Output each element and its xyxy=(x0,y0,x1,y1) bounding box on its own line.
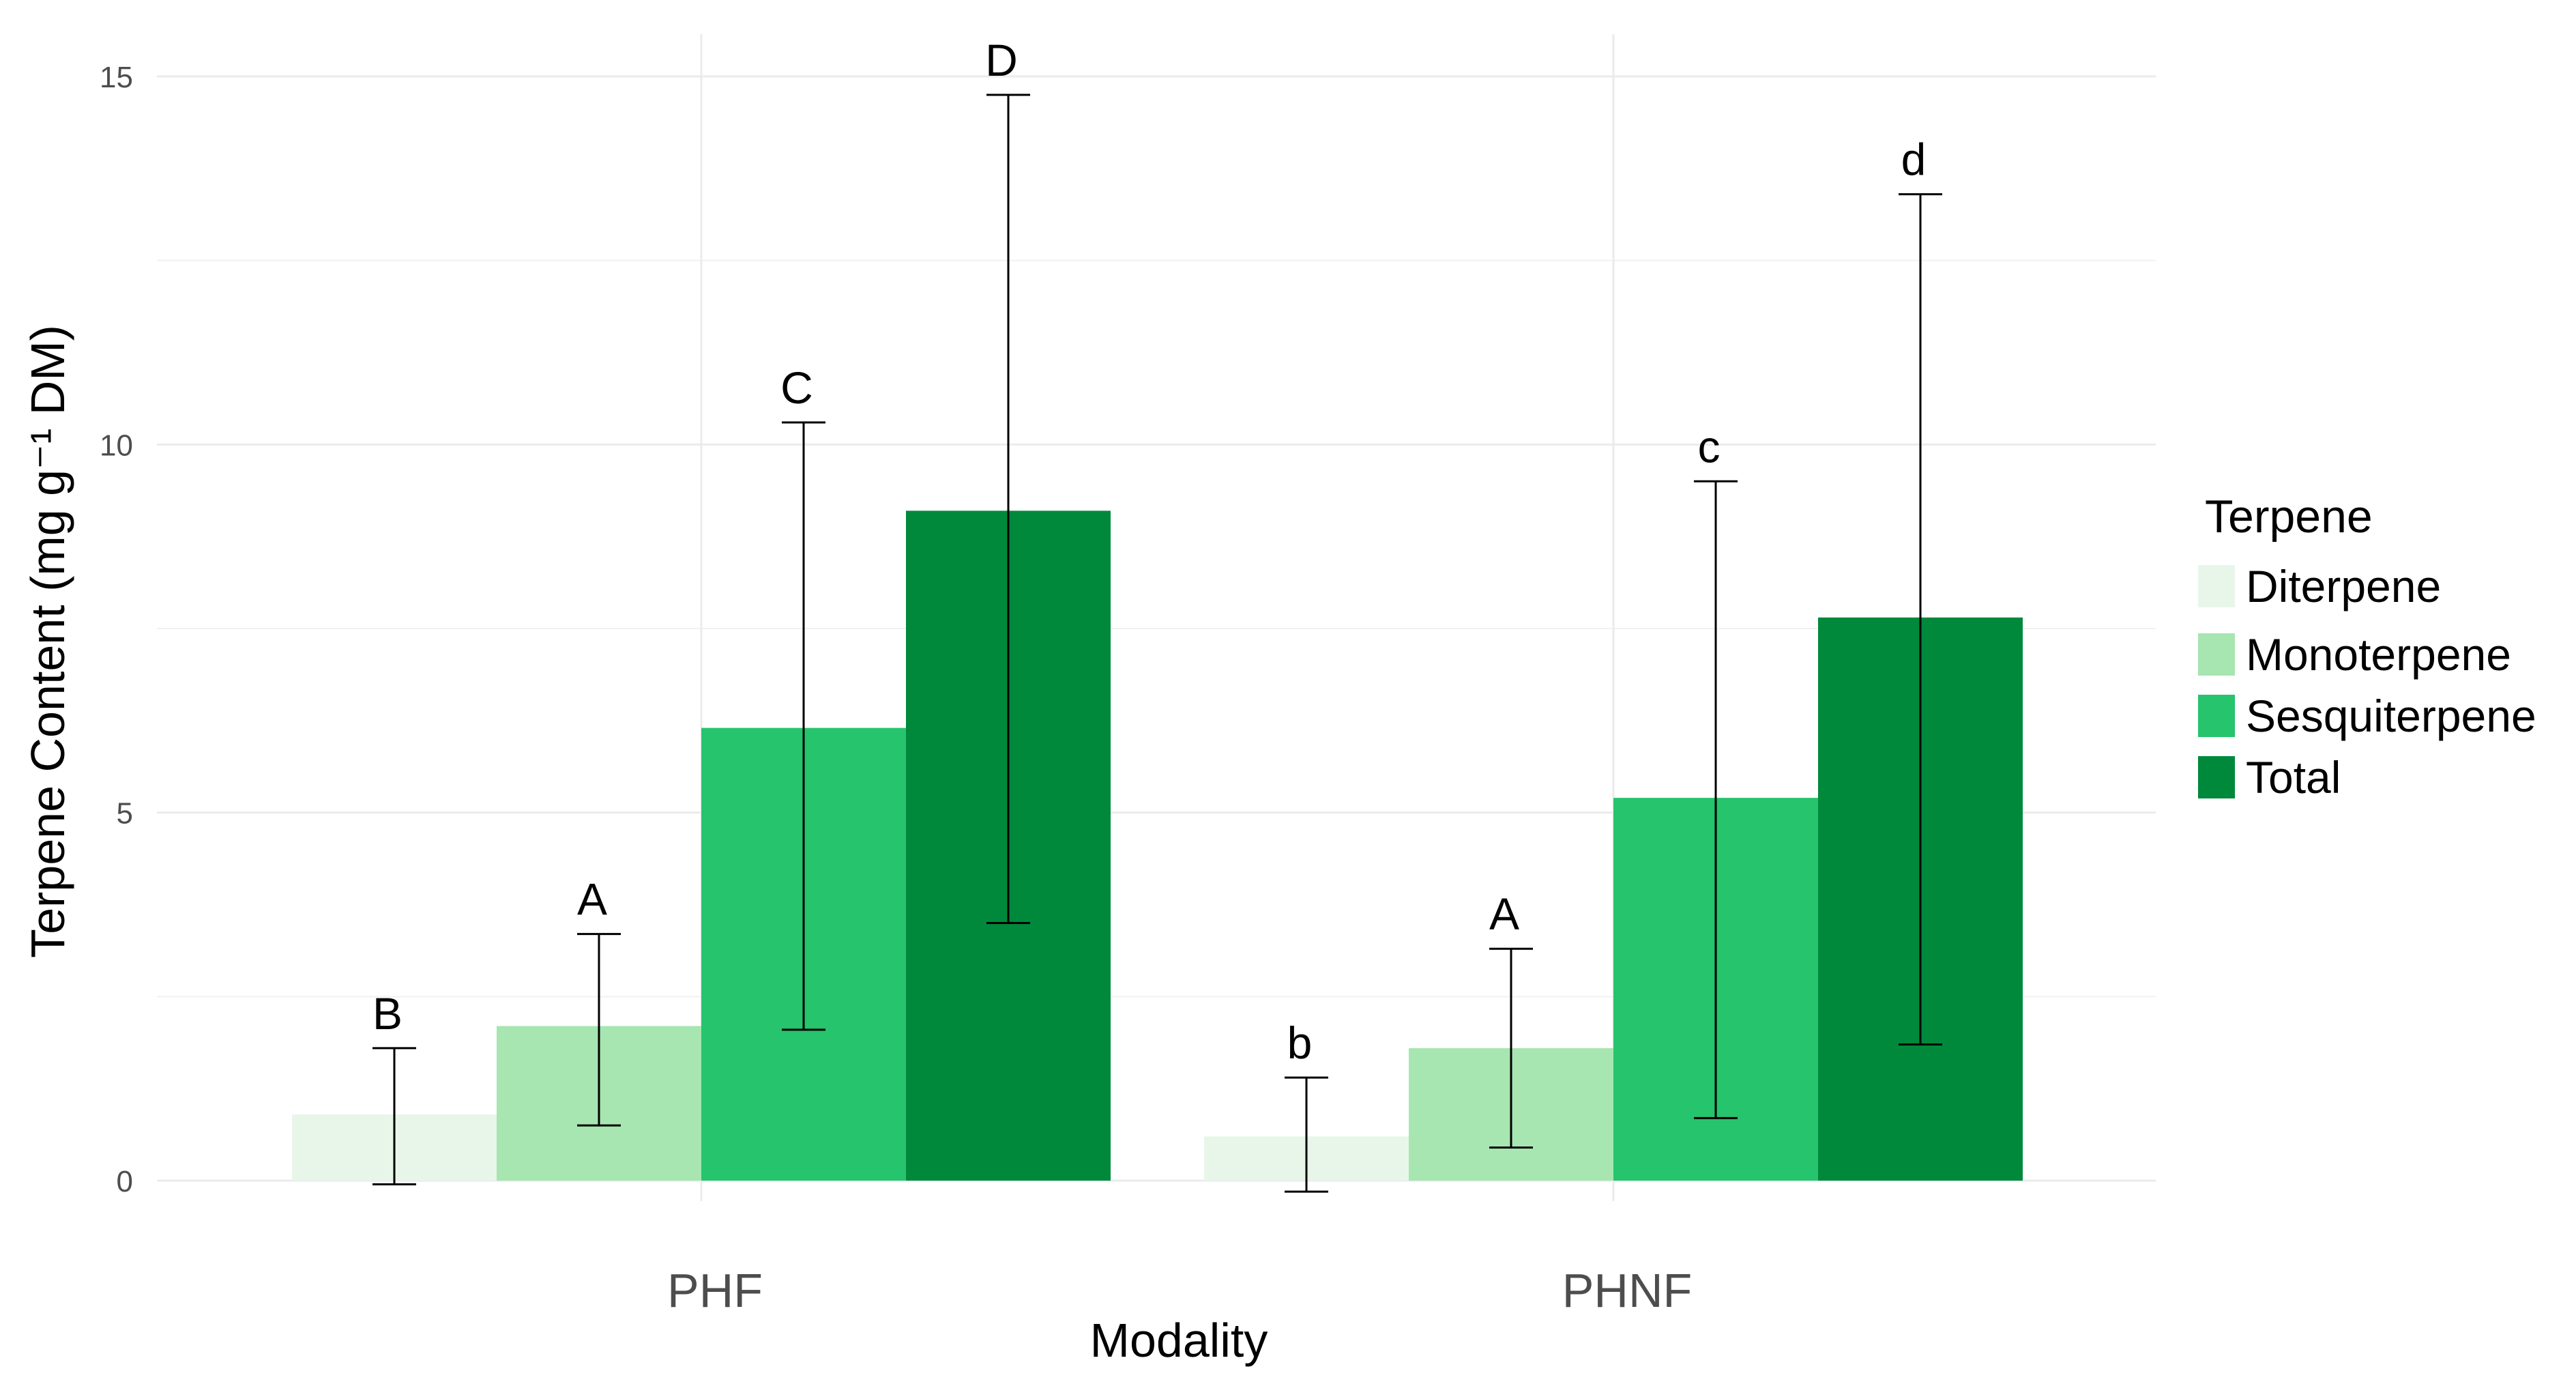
significance-letter: d xyxy=(1901,134,1927,185)
error-bar-diterpene-phnf xyxy=(1285,1076,1328,1193)
error-bar-sesquiterpene-phnf xyxy=(1694,480,1738,1119)
y-tick-label: 10 xyxy=(100,429,133,462)
legend-item-sesquiterpene: Sesquiterpene xyxy=(2198,691,2536,741)
legend-swatch xyxy=(2198,756,2235,798)
significance-letter: C xyxy=(780,362,813,413)
legend-label: Monoterpene xyxy=(2246,629,2511,680)
legend-items: Diterpene Monoterpene Sesquiterpene Total xyxy=(2198,561,2536,803)
error-bars-layer xyxy=(372,93,1942,1193)
x-tick-label: PHF xyxy=(667,1264,763,1317)
legend-swatch xyxy=(2198,695,2235,737)
error-bar-total-phf xyxy=(986,93,1030,924)
legend-label: Diterpene xyxy=(2246,561,2441,611)
legend-swatch xyxy=(2198,565,2235,607)
error-bar-monoterpene-phf xyxy=(577,933,621,1127)
significance-letter: A xyxy=(1489,889,1519,939)
error-bar-monoterpene-phnf xyxy=(1489,947,1533,1149)
x-axis-title: Modality xyxy=(1090,1314,1268,1367)
legend-item-monoterpene: Monoterpene xyxy=(2198,629,2511,680)
significance-letter: c xyxy=(1698,421,1721,472)
significance-letter: b xyxy=(1287,1018,1313,1068)
significance-letter: B xyxy=(372,988,402,1039)
significance-letter: A xyxy=(577,874,607,925)
bars-layer xyxy=(292,510,2023,1181)
x-axis-ticks: PHF PHNF xyxy=(667,1264,1692,1317)
legend-item-total: Total xyxy=(2198,752,2341,803)
grid-lines xyxy=(157,34,2156,1201)
y-tick-label: 5 xyxy=(117,797,133,831)
error-bar-total-phnf xyxy=(1899,193,1942,1046)
legend-item-diterpene: Diterpene xyxy=(2198,561,2441,611)
error-bar-diterpene-phf xyxy=(372,1047,416,1185)
y-tick-label: 15 xyxy=(100,61,133,94)
legend-label: Sesquiterpene xyxy=(2246,691,2536,741)
y-axis-title: Terpene Content (mg g⁻¹ DM) xyxy=(21,325,74,958)
legend: Terpene Diterpene Monoterpene Sesquiterpen… xyxy=(2198,491,2536,803)
y-tick-label: 0 xyxy=(117,1165,133,1198)
legend-title: Terpene xyxy=(2205,491,2373,543)
y-axis-ticks: 0 5 10 15 xyxy=(100,61,133,1198)
significance-letter: D xyxy=(985,35,1018,85)
x-tick-label: PHNF xyxy=(1562,1264,1693,1317)
legend-swatch xyxy=(2198,633,2235,676)
error-bar-sesquiterpene-phf xyxy=(782,421,825,1031)
significance-letters-layer: B A C Db Ac d xyxy=(372,35,1926,1068)
legend-label: Total xyxy=(2246,752,2341,803)
